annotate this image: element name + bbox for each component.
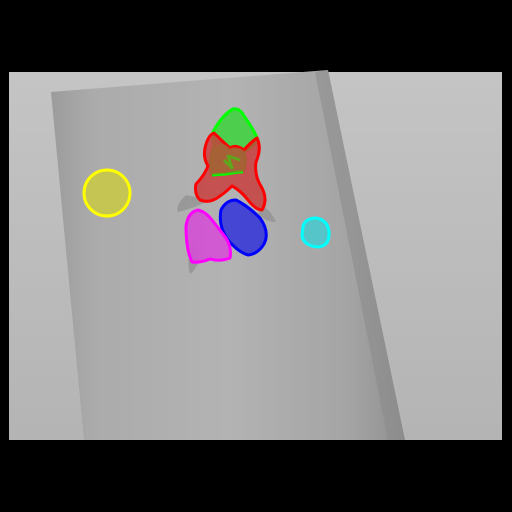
- yellow-object-mask: [82, 168, 132, 218]
- bottom-letterbox-bar: [0, 440, 512, 512]
- top-letterbox-bar: [0, 0, 512, 72]
- paper-right-edge-shading: [315, 70, 405, 440]
- cyan-object-mask: [300, 216, 331, 249]
- magenta-object-mask: [184, 208, 232, 264]
- right-letterbox-bar: [502, 72, 512, 440]
- brown-overlap-region: [210, 144, 246, 175]
- left-letterbox-bar: [0, 72, 9, 440]
